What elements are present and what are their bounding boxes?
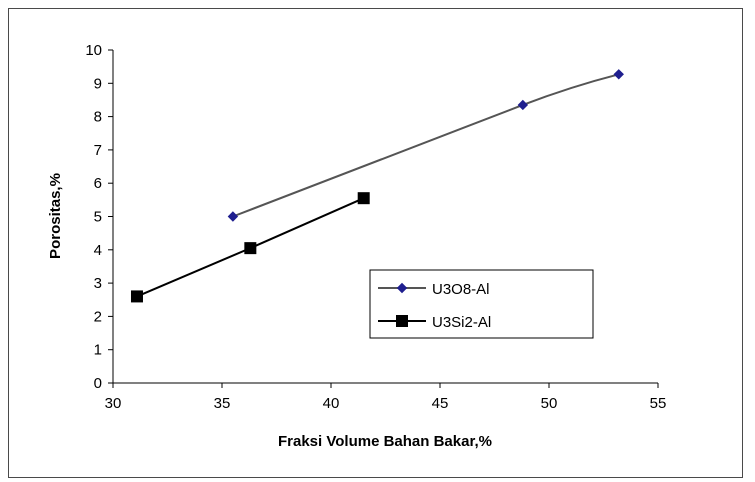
legend-label: U3O8-Al bbox=[432, 281, 490, 298]
x-tick-label: 35 bbox=[214, 395, 231, 412]
legend-label: U3Si2-Al bbox=[432, 314, 491, 331]
y-tick-label: 6 bbox=[94, 175, 102, 192]
x-tick-label: 50 bbox=[541, 395, 558, 412]
y-tick-label: 2 bbox=[94, 308, 102, 325]
y-tick-label: 8 bbox=[94, 109, 102, 126]
series-layer bbox=[130, 69, 624, 303]
x-tick-label: 45 bbox=[432, 395, 449, 412]
data-point bbox=[244, 242, 257, 255]
series-U3O8-Al bbox=[227, 69, 624, 222]
chart-frame bbox=[8, 8, 743, 478]
data-point bbox=[130, 290, 143, 303]
data-point bbox=[227, 211, 239, 222]
x-tick-label: 40 bbox=[323, 395, 340, 412]
legend-marker bbox=[396, 282, 408, 294]
x-tick-label: 55 bbox=[650, 395, 667, 412]
legend: U3O8-Al U3Si2-Al bbox=[369, 269, 594, 339]
y-tick-label: 7 bbox=[94, 142, 102, 159]
y-tick-label: 4 bbox=[94, 242, 102, 259]
data-point bbox=[357, 192, 370, 205]
legend-item: U3O8-Al bbox=[378, 281, 490, 298]
data-point bbox=[613, 69, 624, 80]
series-line bbox=[232, 73, 620, 218]
y-tick-label: 3 bbox=[94, 275, 102, 292]
series-U3Si2-Al bbox=[130, 192, 370, 303]
y-tick-label: 0 bbox=[94, 375, 102, 392]
legend-marker bbox=[396, 315, 408, 327]
y-tick-label: 1 bbox=[94, 342, 102, 359]
y-tick-label: 9 bbox=[94, 75, 102, 92]
y-axis-title: Porositas,% bbox=[47, 173, 64, 259]
x-tick-label: 30 bbox=[105, 395, 122, 412]
y-tick-label: 10 bbox=[85, 42, 102, 59]
legend-item: U3Si2-Al bbox=[378, 314, 491, 331]
y-tick-label: 5 bbox=[94, 209, 102, 226]
x-axis-title: Fraksi Volume Bahan Bakar,% bbox=[278, 433, 492, 450]
data-point bbox=[517, 99, 529, 111]
